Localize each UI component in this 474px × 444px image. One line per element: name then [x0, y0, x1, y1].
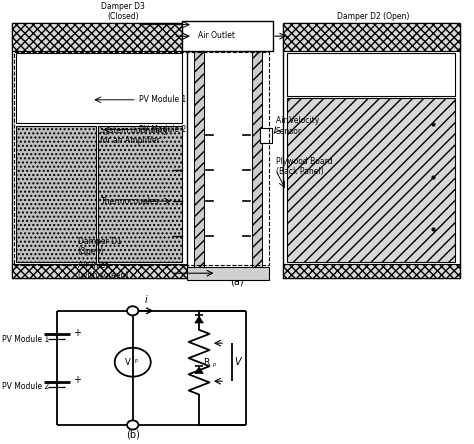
Text: Air Inlet
(with screen): Air Inlet (with screen): [78, 261, 128, 280]
Text: System Boundary
for an Amplifier: System Boundary for an Amplifier: [100, 126, 168, 146]
Text: Damper D1
(Open): Damper D1 (Open): [78, 237, 121, 256]
Text: V: V: [235, 357, 241, 367]
Bar: [283, 23, 460, 278]
Text: R: R: [203, 358, 209, 367]
Text: PV Module 2: PV Module 2: [139, 125, 186, 134]
Bar: [16, 52, 182, 123]
Circle shape: [127, 306, 138, 315]
Bar: [12, 264, 187, 278]
Text: PV Module 1: PV Module 1: [139, 95, 186, 104]
Text: i: i: [145, 295, 147, 305]
Bar: [283, 264, 460, 278]
Text: Damper D2 (Open): Damper D2 (Open): [337, 12, 410, 21]
Text: $_p$: $_p$: [134, 358, 138, 366]
Bar: [187, 266, 269, 280]
Bar: [283, 23, 460, 51]
Bar: [260, 128, 273, 143]
Text: (b): (b): [126, 429, 140, 440]
Text: $_p$: $_p$: [212, 362, 217, 370]
Text: +: +: [73, 376, 82, 385]
Text: Air Outlet: Air Outlet: [198, 31, 235, 40]
Bar: [194, 23, 204, 278]
Text: PV Module 1: PV Module 1: [2, 335, 50, 344]
Polygon shape: [195, 367, 203, 373]
Text: (a): (a): [230, 277, 244, 287]
Bar: [12, 23, 187, 51]
Circle shape: [127, 420, 138, 429]
Bar: [287, 98, 456, 262]
Text: Damper D3
(Closed): Damper D3 (Closed): [101, 2, 145, 21]
Text: PV Module 2: PV Module 2: [2, 382, 50, 392]
Text: V: V: [125, 358, 130, 367]
Bar: [12, 23, 187, 278]
Polygon shape: [195, 316, 203, 323]
Text: Air Velocity
Sensor: Air Velocity Sensor: [276, 116, 319, 136]
Bar: [98, 126, 182, 262]
Text: Thermocouples: Thermocouples: [100, 197, 159, 206]
Bar: [182, 21, 273, 51]
Bar: [287, 52, 456, 96]
Bar: [14, 52, 269, 265]
Text: +: +: [73, 328, 82, 338]
Bar: [204, 23, 252, 278]
Bar: [16, 126, 96, 262]
Text: Plywood Board
(Back Panel): Plywood Board (Back Panel): [276, 157, 332, 176]
Bar: [252, 23, 262, 278]
